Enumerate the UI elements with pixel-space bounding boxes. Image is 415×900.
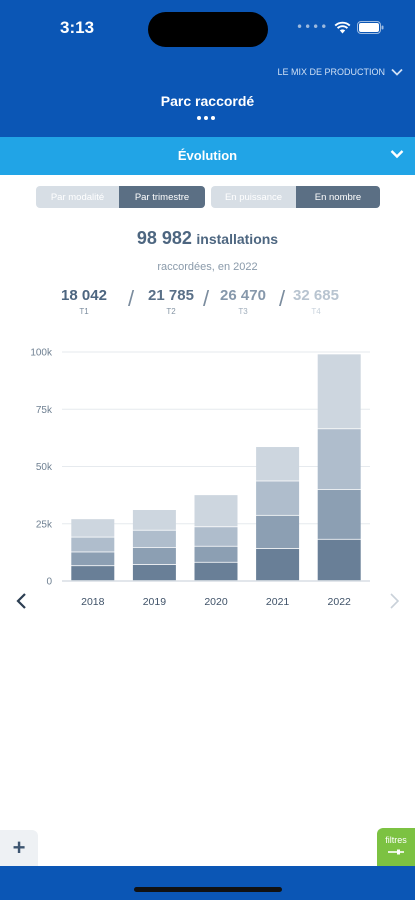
quarter-label: T1 <box>79 307 89 316</box>
y-tick-label: 75k <box>36 405 53 416</box>
bar-segment <box>71 566 115 581</box>
quarter-value: 32 685 <box>293 287 339 304</box>
stacked-bar-chart: 0 25k 50k 75k 100k 2018 2019 2020 2021 2022 <box>30 348 370 608</box>
bar-segment <box>194 527 238 546</box>
x-tick-label: 2021 <box>266 596 290 608</box>
status-icons: •••• <box>296 20 384 34</box>
bar-segment <box>256 515 300 549</box>
mix-production-link[interactable]: LE MIX DE PRODUCTION <box>277 67 403 77</box>
separator: / <box>128 286 135 311</box>
quarter-breakdown: 18 042 T1 / 21 785 T2 / 26 470 T3 / 32 6… <box>0 286 415 323</box>
quarter-value: 21 785 <box>148 287 194 304</box>
bar-segment <box>256 481 300 515</box>
filters-label: filtres <box>385 835 407 845</box>
y-tick-label: 25k <box>36 519 53 530</box>
bar-segment <box>71 519 115 537</box>
quarter-label: T4 <box>311 307 321 316</box>
bar-segment <box>132 564 176 581</box>
bar-segment <box>317 354 361 429</box>
quarter-label: T2 <box>166 307 176 316</box>
total-subtitle: raccordées, en 2022 <box>157 261 258 273</box>
mix-production-label: LE MIX DE PRODUCTION <box>277 67 385 77</box>
home-indicator[interactable] <box>134 887 282 892</box>
dynamic-island <box>148 12 268 47</box>
bar-segment <box>317 539 361 581</box>
bar-segment <box>194 495 238 527</box>
bar-segment <box>256 447 300 481</box>
battery-icon <box>357 20 384 34</box>
cellular-signal-icon: •••• <box>296 20 329 34</box>
toggle-en-nombre[interactable]: En nombre <box>296 186 380 208</box>
status-bar: 3:13 •••• <box>0 0 415 60</box>
page-title: Parc raccordé <box>160 93 255 109</box>
section-title: Évolution <box>177 148 238 163</box>
quarter-t3: 26 470 T3 <box>211 287 275 316</box>
quarter-t2: 21 785 T2 <box>139 287 203 316</box>
bar-segment <box>132 530 176 547</box>
unit-toggle: En puissance En nombre <box>211 186 380 208</box>
x-tick-label: 2018 <box>81 596 105 608</box>
filters-button[interactable]: filtres <box>377 828 415 866</box>
bar-segment <box>317 429 361 489</box>
separator: / <box>279 286 286 311</box>
quarter-label: T3 <box>238 307 248 316</box>
bar-segment <box>71 537 115 552</box>
bar-segment <box>194 546 238 562</box>
toggle-par-trimestre[interactable]: Par trimestre <box>119 186 205 208</box>
bar-segment <box>256 548 300 581</box>
chevron-down-icon <box>390 150 404 159</box>
quarter-value: 26 470 <box>220 287 266 304</box>
y-tick-label: 50k <box>36 462 53 473</box>
separator: / <box>203 286 210 311</box>
quarter-t4: 32 685 T4 <box>284 287 348 316</box>
breakdown-toggle: Par modalité Par trimestre <box>36 186 205 208</box>
quarter-value: 18 042 <box>61 287 107 304</box>
x-tick-label: 2022 <box>328 596 352 608</box>
quarter-t1: 18 042 T1 <box>52 287 116 316</box>
more-options-icon[interactable] <box>197 116 215 120</box>
sliders-icon <box>388 849 404 855</box>
bar-segment <box>71 552 115 566</box>
section-selector[interactable]: Évolution <box>0 137 415 175</box>
y-tick-label: 0 <box>46 577 52 588</box>
app-header: LE MIX DE PRODUCTION Parc raccordé <box>0 60 415 137</box>
bar-segment <box>194 562 238 581</box>
y-tick-label: 100k <box>30 348 53 359</box>
total-installations: 98 982 installations <box>0 228 415 249</box>
toggle-par-modalite[interactable]: Par modalité <box>50 191 105 203</box>
total-unit: installations <box>196 231 279 247</box>
wifi-icon <box>334 21 351 33</box>
chevron-down-icon <box>391 68 403 76</box>
chevron-left-icon[interactable] <box>14 591 30 611</box>
bottom-bar <box>0 866 415 900</box>
bar-segment <box>132 547 176 565</box>
bar-segment <box>132 510 176 530</box>
chevron-right-icon[interactable] <box>386 591 402 611</box>
x-tick-label: 2020 <box>204 596 228 608</box>
status-time: 3:13 <box>60 18 95 37</box>
add-button[interactable]: + <box>0 830 38 866</box>
toggle-en-puissance[interactable]: En puissance <box>224 191 283 203</box>
total-value: 98 982 <box>136 228 192 248</box>
bar-segment <box>317 489 361 539</box>
x-tick-label: 2019 <box>143 596 167 608</box>
